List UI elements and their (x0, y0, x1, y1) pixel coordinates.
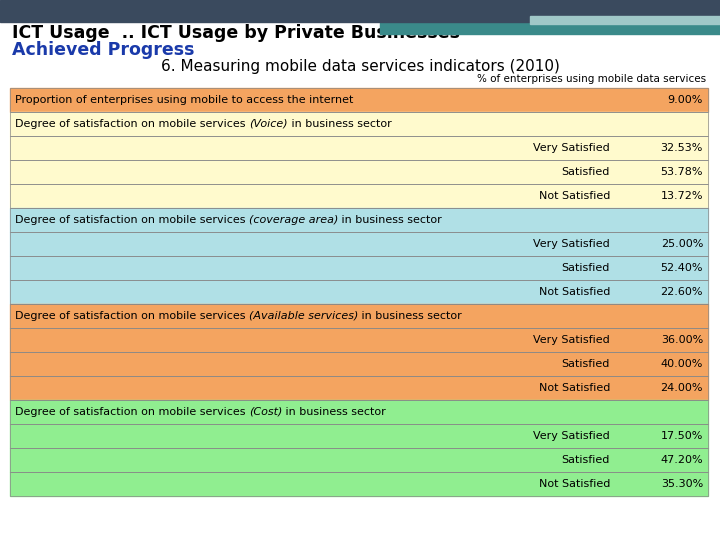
Text: Very Satisfied: Very Satisfied (534, 239, 610, 249)
Bar (10, 472, 708, 496)
Bar (10, 448, 708, 472)
Text: in business sector: in business sector (287, 119, 392, 129)
Text: (Voice): (Voice) (249, 119, 287, 129)
Bar (10, 256, 708, 280)
Text: 52.40%: 52.40% (660, 263, 703, 273)
Bar (10, 160, 708, 184)
Text: 32.53%: 32.53% (661, 143, 703, 153)
Text: 53.78%: 53.78% (660, 167, 703, 177)
Text: 22.60%: 22.60% (660, 287, 703, 297)
Bar (10, 352, 708, 376)
Text: in business sector: in business sector (282, 407, 386, 417)
Text: 36.00%: 36.00% (661, 335, 703, 345)
Bar (10, 352, 708, 376)
Bar (10, 472, 708, 496)
Text: Proportion of enterprises using mobile to access the internet: Proportion of enterprises using mobile t… (15, 95, 354, 105)
Bar (10, 280, 708, 304)
Text: 35.30%: 35.30% (661, 479, 703, 489)
Bar (0, 0, 720, 22)
Bar (10, 112, 708, 136)
Bar (10, 112, 708, 136)
Text: Very Satisfied: Very Satisfied (534, 143, 610, 153)
Bar (10, 448, 708, 472)
Bar (10, 376, 708, 400)
Text: Satisfied: Satisfied (562, 359, 610, 369)
Bar (10, 184, 708, 208)
Bar (10, 256, 708, 280)
Text: 40.00%: 40.00% (661, 359, 703, 369)
Text: 25.00%: 25.00% (661, 239, 703, 249)
Text: Satisfied: Satisfied (562, 167, 610, 177)
Bar (10, 136, 708, 160)
Text: 47.20%: 47.20% (660, 455, 703, 465)
Bar (10, 88, 708, 112)
Bar (10, 400, 708, 424)
Text: in business sector: in business sector (359, 311, 462, 321)
Text: Degree of satisfaction on mobile services: Degree of satisfaction on mobile service… (15, 215, 249, 225)
Bar (10, 424, 708, 448)
Bar (10, 208, 708, 232)
Text: Satisfied: Satisfied (562, 455, 610, 465)
Text: % of enterprises using mobile data services: % of enterprises using mobile data servi… (477, 74, 706, 84)
Bar (10, 280, 708, 304)
Bar (10, 184, 708, 208)
Text: 13.72%: 13.72% (660, 191, 703, 201)
Bar (10, 208, 708, 232)
Bar (10, 88, 708, 112)
Text: (Cost): (Cost) (249, 407, 282, 417)
Text: Very Satisfied: Very Satisfied (534, 431, 610, 441)
Bar (10, 328, 708, 352)
Text: Not Satisfied: Not Satisfied (539, 287, 610, 297)
Text: (Available services): (Available services) (249, 311, 359, 321)
Bar (10, 232, 708, 256)
Text: 24.00%: 24.00% (660, 383, 703, 393)
Text: 6. Measuring mobile data services indicators (2010): 6. Measuring mobile data services indica… (161, 58, 559, 73)
Text: Not Satisfied: Not Satisfied (539, 191, 610, 201)
Text: Degree of satisfaction on mobile services: Degree of satisfaction on mobile service… (15, 119, 249, 129)
Text: Satisfied: Satisfied (562, 263, 610, 273)
Text: 17.50%: 17.50% (661, 431, 703, 441)
Bar (10, 376, 708, 400)
Text: ICT Usage  .. ICT Usage by Private Businesses: ICT Usage .. ICT Usage by Private Busine… (12, 24, 460, 42)
Bar (10, 232, 708, 256)
Text: Degree of satisfaction on mobile services: Degree of satisfaction on mobile service… (15, 311, 249, 321)
Text: Very Satisfied: Very Satisfied (534, 335, 610, 345)
Text: Degree of satisfaction on mobile services: Degree of satisfaction on mobile service… (15, 407, 249, 417)
Bar (10, 160, 708, 184)
Bar (530, 16, 720, 24)
Bar (10, 304, 708, 328)
Text: 9.00%: 9.00% (667, 95, 703, 105)
Bar (10, 328, 708, 352)
Text: Achieved Progress: Achieved Progress (12, 41, 194, 59)
Text: Not Satisfied: Not Satisfied (539, 383, 610, 393)
Text: (coverage area): (coverage area) (249, 215, 338, 225)
Text: Not Satisfied: Not Satisfied (539, 479, 610, 489)
Bar (380, 0, 720, 34)
Bar (10, 424, 708, 448)
Bar (10, 304, 708, 328)
Bar (10, 136, 708, 160)
Bar (10, 400, 708, 424)
Text: in business sector: in business sector (338, 215, 442, 225)
